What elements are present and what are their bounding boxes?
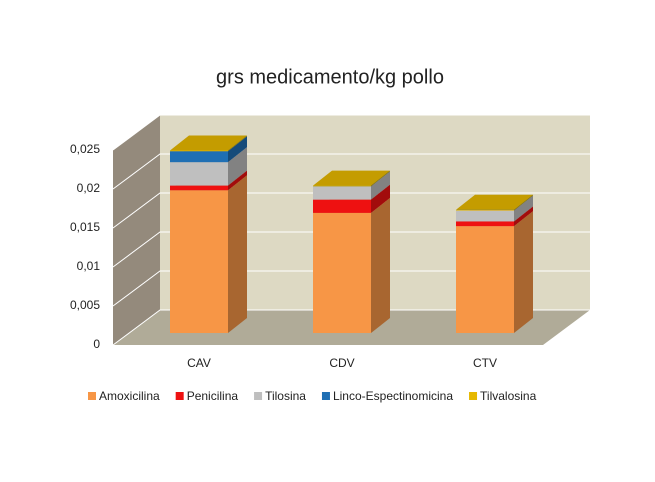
bar-front: [170, 162, 228, 186]
grid-line: [112, 192, 590, 229]
x-tick-label: CTV: [473, 356, 497, 370]
bar-front: [313, 199, 371, 213]
legend-swatch: [254, 392, 263, 400]
bar-front: [170, 150, 228, 152]
legend-label: Penicilina: [187, 389, 239, 403]
bar-segment: [456, 211, 533, 333]
x-tick-label: CDV: [329, 356, 354, 370]
bar-front: [170, 151, 228, 163]
bar-side: [514, 211, 533, 333]
bar-segment: [170, 175, 247, 333]
y-tick-label: 0: [93, 337, 100, 351]
bar-segment: [456, 194, 533, 211]
legend-swatch: [88, 392, 96, 400]
bar-top: [313, 170, 390, 186]
x-tick-label: CAV: [187, 356, 211, 370]
y-tick-label: 0,01: [77, 259, 101, 273]
side-wall: [113, 115, 160, 345]
y-tick-label: 0,025: [70, 142, 100, 156]
bar-front: [456, 221, 514, 227]
bar-segment: [313, 170, 390, 187]
legend-label: Amoxicilina: [99, 389, 160, 403]
bar-side: [514, 194, 533, 211]
bar-front: [313, 212, 371, 333]
bar-top: [456, 194, 533, 210]
bar-front: [170, 185, 228, 191]
bar-side: [514, 206, 533, 227]
legend-label: Tilosina: [265, 389, 306, 403]
grid-line: [112, 114, 590, 151]
y-tick-label: 0,02: [77, 181, 101, 195]
y-tick-label: 0,015: [70, 220, 100, 234]
bar-side: [228, 175, 247, 333]
bar-side: [228, 170, 247, 191]
bar-side: [228, 147, 247, 186]
bar-side: [371, 171, 390, 200]
bar-segment: [313, 197, 390, 333]
chart-title: grs medicamento/kg pollo: [216, 66, 444, 88]
bar-side: [228, 135, 247, 152]
bar-side: [514, 195, 533, 222]
legend-swatch: [321, 392, 330, 400]
grid-line: [112, 153, 590, 190]
bar-front: [313, 186, 371, 200]
grid-line: [112, 231, 590, 268]
grid-line: [112, 309, 590, 346]
legend-label: Tilvalosina: [480, 389, 537, 403]
bar-side: [371, 184, 390, 213]
bars: CAV CDV CTV: [170, 135, 533, 370]
bar-front: [456, 209, 514, 211]
grid-line: [112, 270, 590, 307]
bar-front: [456, 226, 514, 333]
bar-front: [313, 185, 371, 187]
y-tick-label: 0,005: [70, 298, 100, 312]
bar-side: [371, 170, 390, 187]
bar-top: [170, 135, 247, 151]
bar-side: [371, 197, 390, 333]
legend-swatch: [469, 392, 478, 400]
legend-swatch: [175, 392, 184, 400]
grid: 0 0,005 0,01 0,015 0,02 0,025: [70, 114, 590, 351]
bar-segment: [170, 135, 247, 152]
legend: Amoxicilina Penicilina Tilosina Linco-Espec…: [88, 389, 537, 403]
legend-label: Linco-Espectinomicina: [333, 389, 453, 403]
bar-side: [228, 136, 247, 163]
bar-front: [456, 210, 514, 222]
bar-front: [170, 190, 228, 333]
